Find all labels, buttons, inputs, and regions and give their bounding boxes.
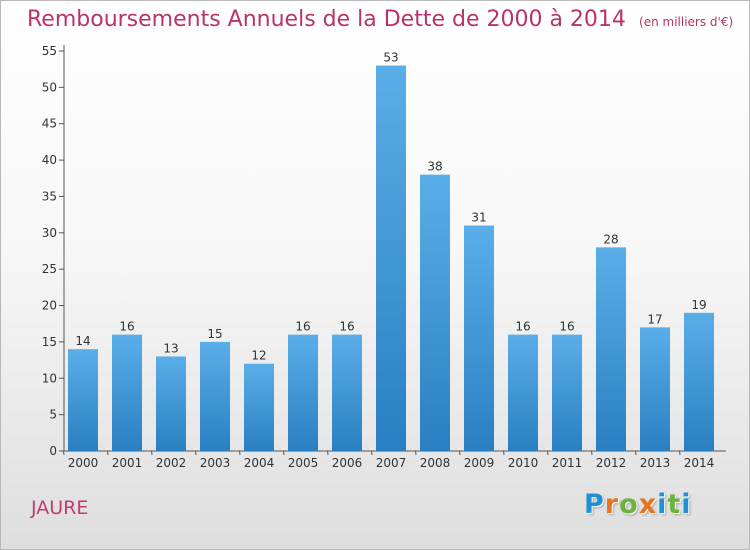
y-tick-label: 25 [42,262,57,276]
bar-value-label: 19 [691,298,706,312]
x-tick [63,450,65,456]
bar-2002 [156,356,186,451]
bar-2003 [200,341,230,451]
y-tick-label: 30 [42,226,57,240]
y-tick-label: 40 [42,153,57,167]
bar-value-label: 53 [383,51,398,65]
bar-2000 [68,349,98,451]
commune-name: JAURE [31,497,89,519]
x-tick [239,450,241,456]
x-tick [415,450,417,456]
x-tick [635,450,637,456]
bar-2006 [332,334,362,451]
x-tick-label: 2012 [596,456,627,470]
chart-subtitle: (en milliers d'€) [639,15,734,29]
y-tick-label: 5 [49,408,57,422]
bar-value-label: 17 [647,312,662,326]
x-tick-label: 2014 [684,456,715,470]
x-tick-label: 2003 [200,456,231,470]
bar-value-label: 28 [603,232,618,246]
x-tick [283,450,285,456]
bar-2009 [464,225,494,451]
x-tick-label: 2010 [508,456,539,470]
title-line: Remboursements Annuels de la Dette de 20… [27,7,733,32]
x-tick [459,450,461,456]
x-tick [679,450,681,456]
x-tick-label: 2002 [156,456,187,470]
y-tick-label: 10 [42,371,57,385]
bar-2004 [244,363,274,451]
bar-2012 [596,247,626,451]
x-tick-label: 2013 [640,456,671,470]
x-tick-label: 2006 [332,456,363,470]
bar-value-label: 16 [295,320,310,334]
x-tick [195,450,197,456]
x-tick-label: 2005 [288,456,319,470]
x-tick-label: 2011 [552,456,583,470]
chart-title: Remboursements Annuels de la Dette de 20… [27,7,626,32]
proxiti-logo: Proxiti [584,489,692,520]
bar-value-label: 15 [207,327,222,341]
y-tick-label: 15 [42,335,57,349]
bar-2005 [288,334,318,451]
x-tick-label: 2001 [112,456,143,470]
bar-2007 [376,65,406,451]
brand-letter: P [584,489,605,520]
x-tick [591,450,593,456]
bar-value-label: 13 [163,341,178,355]
bar-value-label: 12 [251,349,266,363]
bar-value-label: 31 [471,211,486,225]
y-tick-label: 45 [42,117,57,131]
y-tick-label: 55 [42,44,57,58]
bar-2010 [508,334,538,451]
bar-value-label: 14 [75,334,90,348]
x-tick-label: 2008 [420,456,451,470]
x-tick [547,450,549,456]
brand-letter: x [638,489,658,520]
bar-value-label: 16 [339,320,354,334]
x-tick-label: 2000 [68,456,99,470]
bar-value-label: 38 [427,160,442,174]
brand-letter: i [657,489,668,520]
bar-2001 [112,334,142,451]
y-tick-label: 20 [42,299,57,313]
bar-value-label: 16 [559,320,574,334]
bar-value-label: 16 [515,320,530,334]
bar-2014 [684,312,714,451]
bar-2008 [420,174,450,452]
x-tick [371,450,373,456]
y-tick-label: 35 [42,189,57,203]
brand-letter: o [619,489,639,520]
x-tick [151,450,153,456]
y-tick-label: 0 [49,444,57,458]
x-tick-label: 2009 [464,456,495,470]
x-tick [327,450,329,456]
bar-value-label: 16 [119,320,134,334]
y-tick-label: 50 [42,80,57,94]
x-tick [107,450,109,456]
x-tick-label: 2004 [244,456,275,470]
bar-2013 [640,327,670,451]
brand-letter: r [604,489,620,520]
x-tick-label: 2007 [376,456,407,470]
x-tick [503,450,505,456]
brand-letter: t [667,489,682,520]
bar-2011 [552,334,582,451]
brand-letter: i [681,489,692,520]
